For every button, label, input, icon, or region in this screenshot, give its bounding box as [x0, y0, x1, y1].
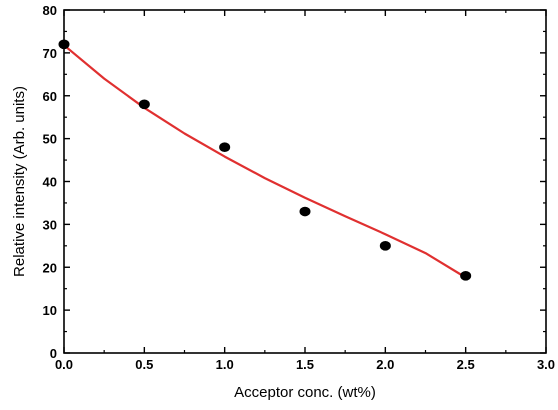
data-point [138, 99, 150, 110]
x-tick-label: 1.5 [296, 357, 314, 372]
x-tick-label: 2.0 [376, 357, 394, 372]
y-tick-label: 40 [43, 175, 57, 190]
axes-frame [63, 9, 547, 354]
y-tick-label: 70 [43, 46, 57, 61]
fit-curve [62, 44, 467, 279]
data-point [219, 142, 231, 152]
x-tick-label: 0.0 [55, 357, 73, 372]
y-tick-label: 60 [43, 89, 57, 104]
data-point [460, 271, 472, 281]
y-tick-label: 0 [50, 346, 57, 361]
data-point [58, 39, 70, 50]
x-tick-label: 3.0 [537, 357, 555, 372]
y-tick-label: 30 [43, 217, 57, 232]
x-tick-label: 1.0 [216, 357, 234, 372]
y-tick-label: 20 [43, 260, 57, 275]
plot-area: 0.0 0.5 1.0 1.5 2.0 2.5 3.0 0 10 20 30 40 50 60 70 80 [43, 3, 556, 372]
x-tick-label: 0.5 [135, 357, 153, 372]
y-tick-label: 10 [43, 303, 57, 318]
y-axis-title: Relative intensity (Arb. units) [11, 86, 28, 277]
x-axis-title: Acceptor conc. (wt%) [234, 384, 376, 401]
x-tick-label: 2.5 [457, 357, 475, 372]
y-tick-label: 50 [43, 132, 57, 147]
data-point [379, 241, 391, 251]
data-point [299, 206, 311, 217]
y-tick-label: 80 [43, 3, 57, 18]
